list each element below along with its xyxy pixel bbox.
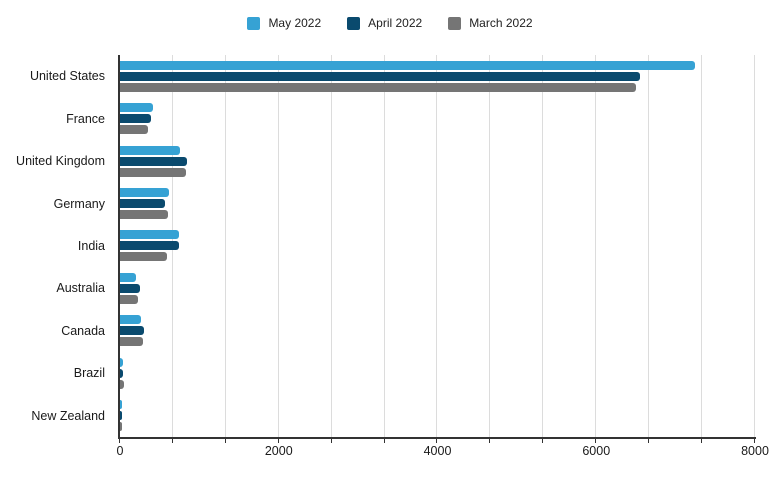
category-label-brazil: Brazil	[73, 366, 105, 381]
legend-item-april-2022[interactable]: April 2022	[347, 17, 422, 30]
x-axis-tick	[331, 439, 332, 443]
x-axis-tick	[648, 439, 649, 443]
bar-rows	[120, 55, 755, 437]
bar-april-2022-france[interactable]	[120, 114, 151, 124]
x-axis-label-6000: 6000	[582, 444, 611, 458]
x-axis-label-8000: 8000	[741, 444, 769, 458]
bar-march-2022-germany[interactable]	[120, 210, 169, 220]
bar-group-canada	[120, 310, 755, 352]
bar-group-united-kingdom	[120, 140, 755, 182]
bar-april-2022-united-states[interactable]	[120, 71, 640, 81]
bar-march-2022-brazil[interactable]	[120, 379, 124, 389]
legend-swatch-may-2022	[247, 17, 261, 30]
gridline	[542, 55, 543, 437]
bar-april-2022-india[interactable]	[120, 241, 179, 251]
x-axis-tick	[595, 439, 596, 443]
y-axis-line	[118, 55, 120, 439]
bar-april-2022-new-zealand[interactable]	[120, 411, 122, 421]
legend-item-march-2022[interactable]: March 2022	[448, 16, 533, 30]
x-axis-label-2000: 2000	[264, 444, 293, 458]
x-axis-tick	[119, 439, 120, 443]
x-axis-label-4000: 4000	[423, 444, 452, 458]
bar-may-2022-united-kingdom[interactable]	[120, 145, 180, 155]
category-label-canada: Canada	[61, 323, 105, 338]
x-axis-tick	[225, 439, 226, 443]
category-label-india: India	[77, 238, 105, 253]
bar-march-2022-united-kingdom[interactable]	[120, 167, 186, 177]
gridline	[701, 55, 702, 437]
legend: May 2022 April 2022 March 2022	[0, 17, 780, 30]
x-axis-tick	[701, 439, 702, 443]
category-label-australia: Australia	[56, 281, 105, 296]
bar-may-2022-india[interactable]	[120, 230, 180, 240]
bar-april-2022-australia[interactable]	[120, 283, 140, 293]
gridline	[648, 55, 649, 437]
bar-march-2022-canada[interactable]	[120, 337, 144, 347]
bar-group-new-zealand	[120, 395, 755, 437]
legend-label: March 2022	[469, 16, 533, 30]
bar-group-brazil	[120, 352, 755, 394]
gridline	[331, 55, 332, 437]
bar-april-2022-germany[interactable]	[120, 199, 165, 209]
bar-may-2022-brazil[interactable]	[120, 357, 124, 367]
x-axis-tick	[542, 439, 543, 443]
x-axis-tick	[754, 439, 755, 443]
bar-group-india	[120, 225, 755, 267]
gridline	[489, 55, 490, 437]
legend-item-may-2022[interactable]: May 2022	[247, 17, 321, 30]
gridline	[436, 55, 437, 437]
gridline	[278, 55, 279, 437]
x-axis-line	[118, 437, 756, 439]
legend-swatch-march-2022	[448, 17, 462, 30]
bar-april-2022-brazil[interactable]	[120, 368, 123, 378]
category-label-united-kingdom: United Kingdom	[16, 154, 105, 169]
bar-april-2022-united-kingdom[interactable]	[120, 156, 188, 166]
bar-may-2022-australia[interactable]	[120, 272, 136, 282]
x-axis-tick	[278, 439, 279, 443]
category-label-united-states: United States	[29, 69, 105, 84]
x-axis-tick	[384, 439, 385, 443]
x-axis-tick	[172, 439, 173, 443]
bar-group-australia	[120, 267, 755, 309]
bar-may-2022-germany[interactable]	[120, 188, 169, 198]
bar-march-2022-united-states[interactable]	[120, 82, 636, 92]
bar-march-2022-france[interactable]	[120, 125, 149, 135]
gridline	[225, 55, 226, 437]
gridline	[595, 55, 596, 437]
gridline	[384, 55, 385, 437]
bar-group-united-states	[120, 55, 755, 97]
bar-may-2022-new-zealand[interactable]	[120, 400, 123, 410]
bar-may-2022-canada[interactable]	[120, 315, 142, 325]
plot-area	[120, 55, 755, 437]
gridline	[754, 55, 755, 437]
x-axis-tick	[436, 439, 437, 443]
bar-group-germany	[120, 182, 755, 224]
legend-swatch-april-2022	[347, 17, 361, 30]
legend-label: May 2022	[268, 16, 322, 30]
x-axis-tick	[489, 439, 490, 443]
x-axis-label-0: 0	[116, 444, 124, 458]
legend-label: April 2022	[368, 16, 423, 30]
bar-group-france	[120, 97, 755, 139]
y-axis-category-labels: United States France United Kingdom Germany…	[0, 55, 112, 437]
category-label-france: France	[66, 111, 105, 126]
bar-march-2022-india[interactable]	[120, 252, 168, 262]
bar-may-2022-france[interactable]	[120, 103, 154, 113]
bar-march-2022-australia[interactable]	[120, 294, 138, 304]
bar-april-2022-canada[interactable]	[120, 326, 145, 336]
category-label-germany: Germany	[53, 196, 105, 211]
bar-march-2022-new-zealand[interactable]	[120, 422, 122, 432]
category-label-new-zealand: New Zealand	[31, 408, 105, 423]
bar-may-2022-united-states[interactable]	[120, 60, 696, 70]
